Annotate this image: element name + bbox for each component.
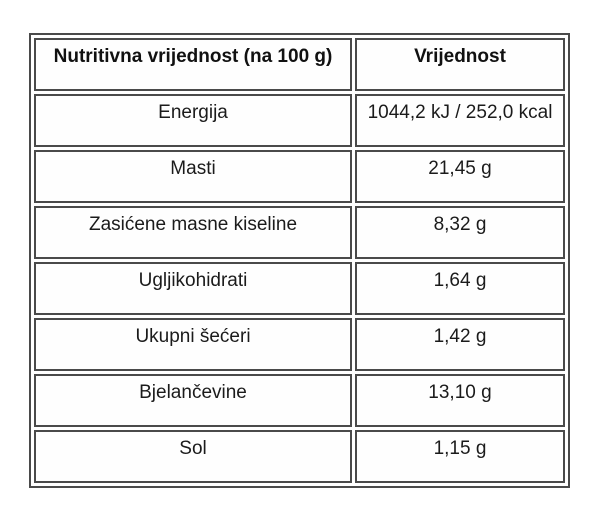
nutrient-value-cell: 21,45 g bbox=[355, 150, 565, 203]
nutrient-label-cell: Masti bbox=[34, 150, 352, 203]
nutrient-value-cell: 13,10 g bbox=[355, 374, 565, 427]
table-row: Bjelančevine 13,10 g bbox=[34, 374, 565, 427]
table-header-row: Nutritivna vrijednost (na 100 g) Vrijedn… bbox=[34, 38, 565, 91]
nutrient-label-cell: Ukupni šećeri bbox=[34, 318, 352, 371]
nutrient-label-cell: Bjelančevine bbox=[34, 374, 352, 427]
nutrient-value-cell: 1044,2 kJ / 252,0 kcal bbox=[355, 94, 565, 147]
nutrient-value-cell: 1,15 g bbox=[355, 430, 565, 483]
nutrition-table: Nutritivna vrijednost (na 100 g) Vrijedn… bbox=[29, 33, 570, 488]
table-row: Zasićene masne kiseline 8,32 g bbox=[34, 206, 565, 259]
nutrient-value-cell: 1,64 g bbox=[355, 262, 565, 315]
nutrient-label-cell: Zasićene masne kiseline bbox=[34, 206, 352, 259]
header-nutrient-column: Nutritivna vrijednost (na 100 g) bbox=[34, 38, 352, 91]
nutrient-label-cell: Sol bbox=[34, 430, 352, 483]
nutrient-label-cell: Ugljikohidrati bbox=[34, 262, 352, 315]
nutrient-value-cell: 1,42 g bbox=[355, 318, 565, 371]
table-row: Energija 1044,2 kJ / 252,0 kcal bbox=[34, 94, 565, 147]
nutrient-label-cell: Energija bbox=[34, 94, 352, 147]
table-row: Masti 21,45 g bbox=[34, 150, 565, 203]
nutrient-value-cell: 8,32 g bbox=[355, 206, 565, 259]
table-row: Ukupni šećeri 1,42 g bbox=[34, 318, 565, 371]
header-value-column: Vrijednost bbox=[355, 38, 565, 91]
table-row: Sol 1,15 g bbox=[34, 430, 565, 483]
table-row: Ugljikohidrati 1,64 g bbox=[34, 262, 565, 315]
